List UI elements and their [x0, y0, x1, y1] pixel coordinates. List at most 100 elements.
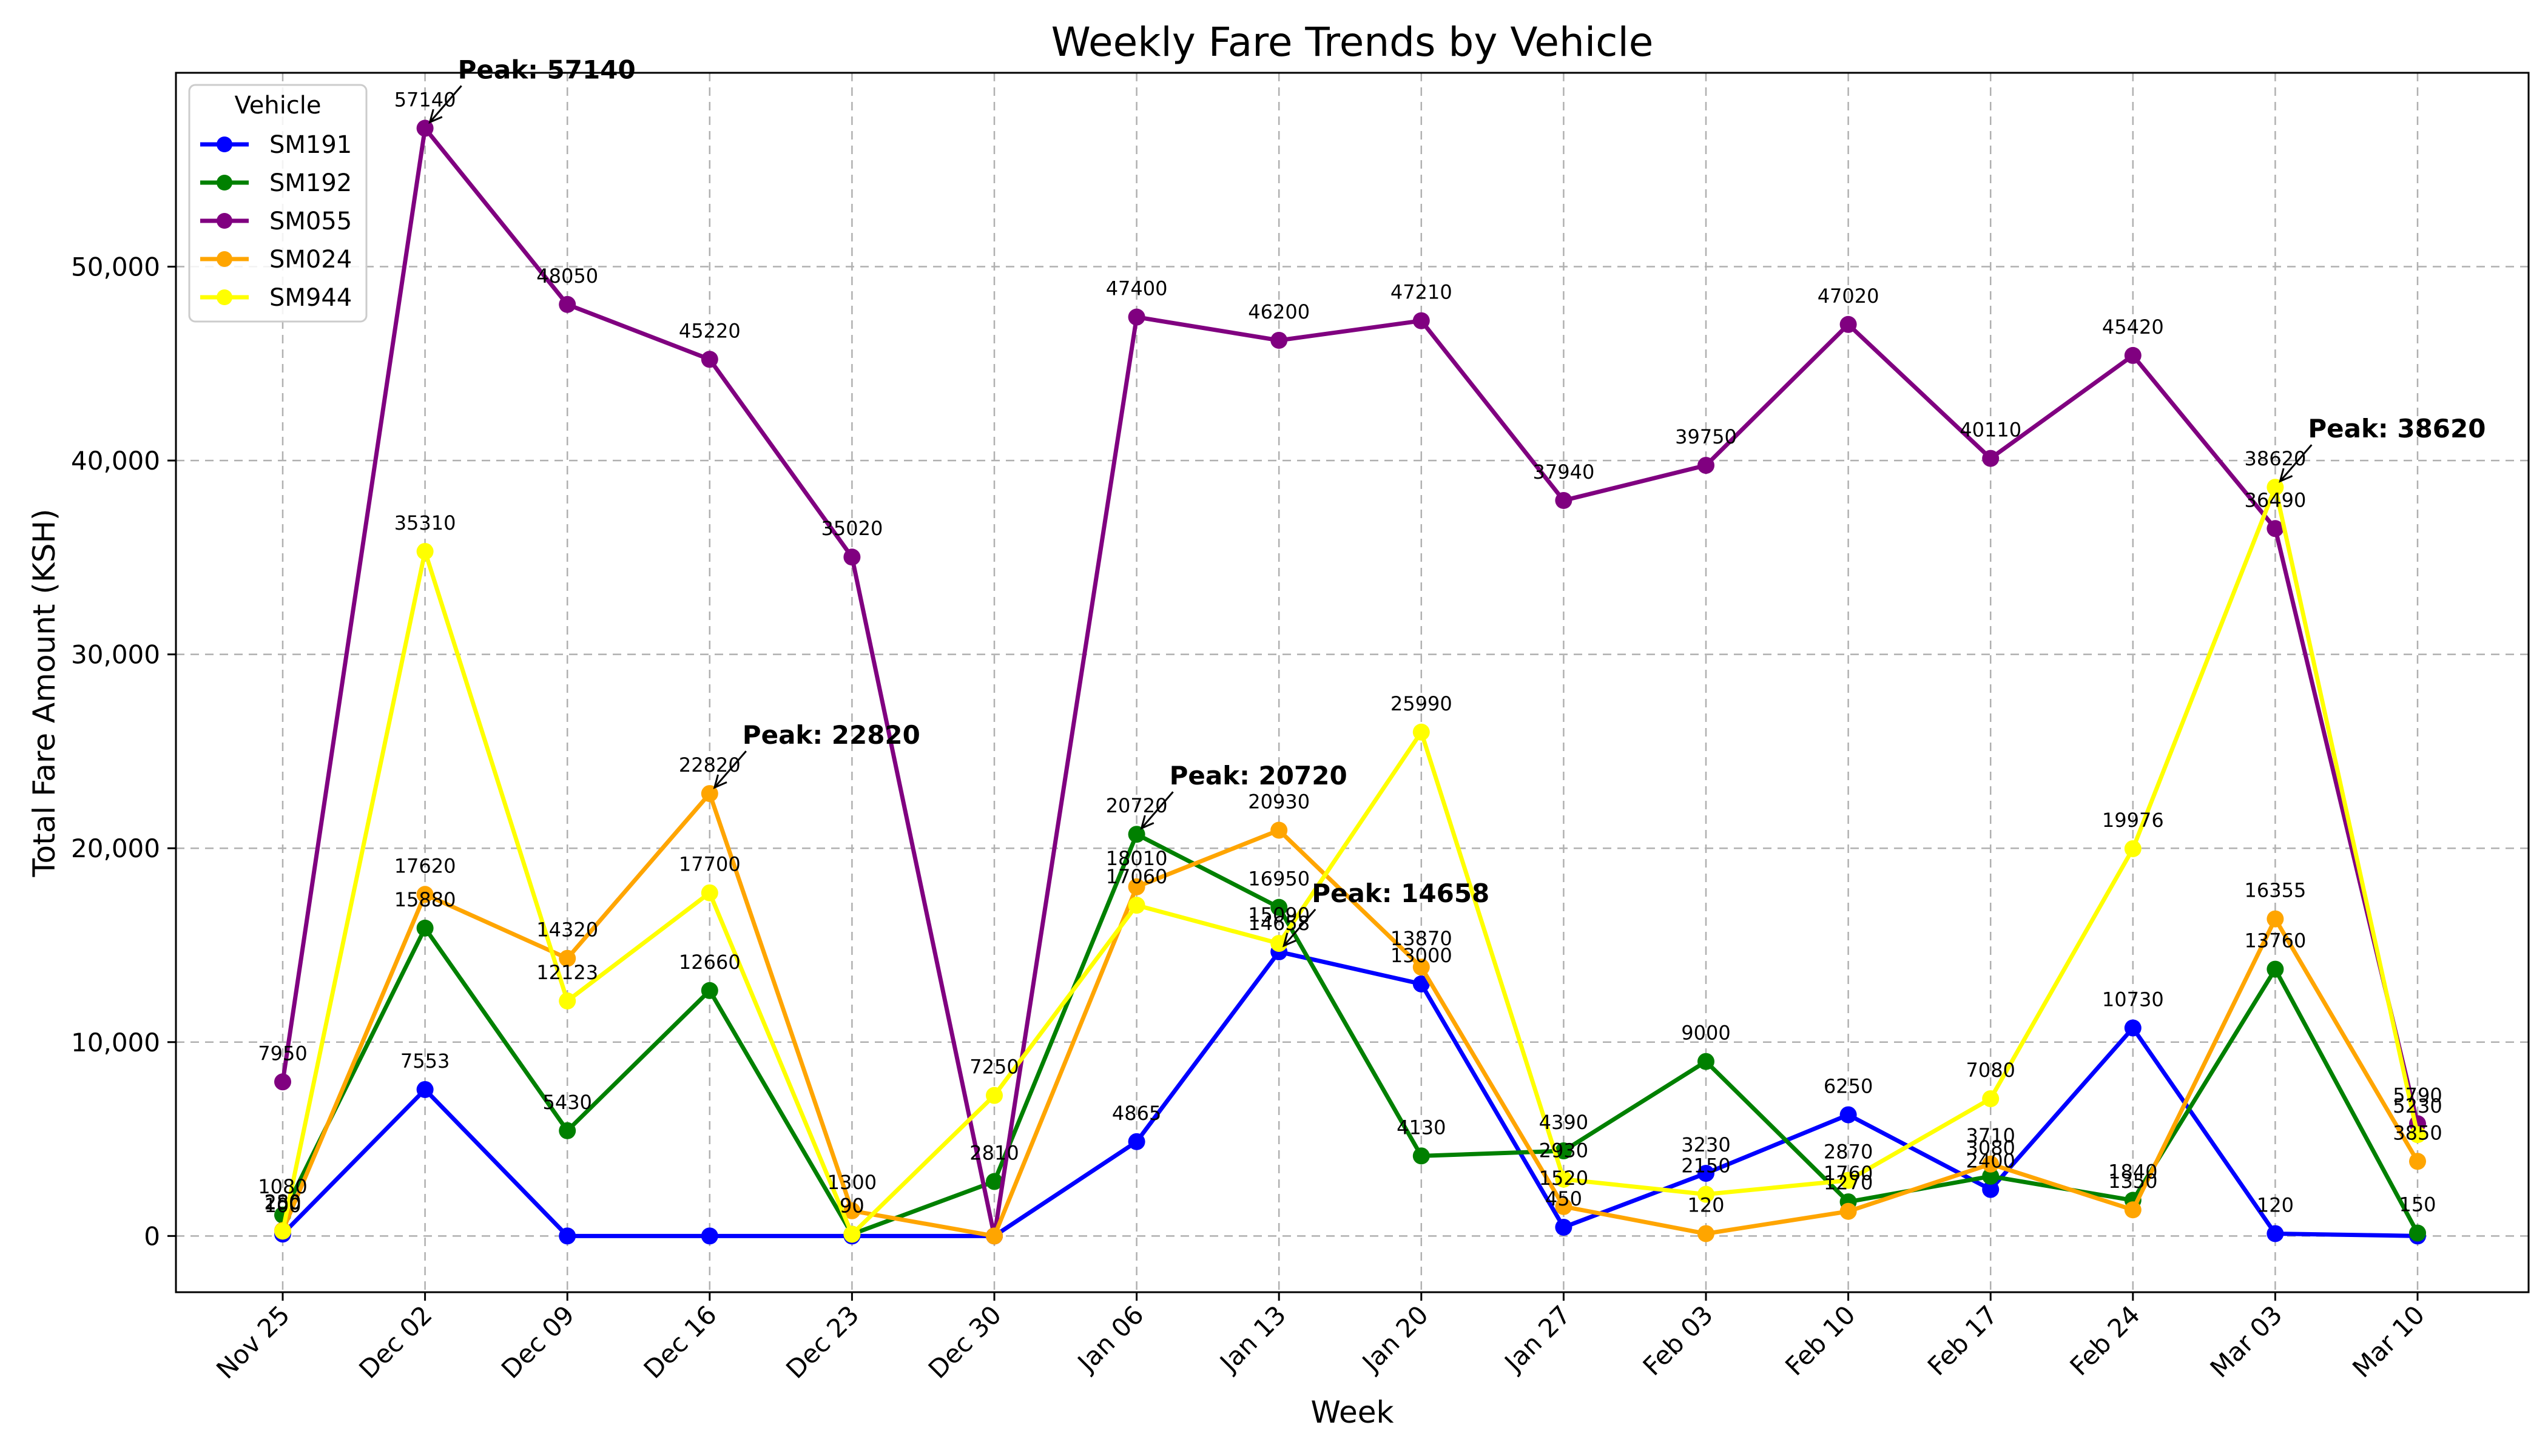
plot-frame: [175, 72, 2530, 1293]
data-label: 40110: [1960, 419, 2021, 442]
data-point: [274, 1222, 291, 1240]
annotation-arrowhead: [428, 109, 443, 124]
series-sm944: [274, 479, 2426, 1243]
annotation-arrowhead: [713, 774, 727, 789]
data-point: [1839, 1202, 1857, 1220]
data-point: [1555, 1170, 1572, 1188]
legend-marker: [217, 136, 232, 152]
legend-label: SM024: [269, 246, 352, 274]
data-label: 1840: [2108, 1161, 2157, 1184]
data-label: 45420: [2102, 315, 2164, 339]
data-point: [2124, 1201, 2142, 1219]
series-layer: [274, 120, 2426, 1245]
data-label: 2870: [1824, 1141, 1873, 1164]
legend-marker: [217, 289, 232, 305]
y-tick-label: 0: [144, 1221, 160, 1251]
data-point: [701, 785, 718, 803]
data-point: [1412, 312, 1430, 329]
data-point: [1555, 1218, 1572, 1236]
data-label: 7080: [1966, 1059, 2015, 1082]
data-point: [1128, 308, 1145, 326]
data-label: 6250: [1824, 1075, 1873, 1098]
legend-item-sm192: SM192: [200, 169, 352, 197]
data-label: 10730: [2102, 988, 2164, 1011]
data-label: 22820: [679, 753, 741, 777]
data-label: 37940: [1533, 460, 1595, 484]
data-point: [1270, 821, 1288, 839]
data-point: [1697, 1185, 1714, 1203]
data-point: [1412, 1147, 1430, 1165]
legend-label: SM191: [269, 131, 352, 159]
data-point: [1128, 897, 1145, 914]
data-label: 90: [840, 1194, 864, 1217]
data-label: 2930: [1539, 1139, 1588, 1162]
data-point: [2267, 479, 2284, 496]
legend-item-sm024: SM024: [200, 246, 352, 274]
data-label: 14320: [536, 918, 598, 942]
data-label: 4130: [1397, 1116, 1446, 1139]
data-label: 39750: [1675, 425, 1737, 448]
annotation-arrow: [1283, 908, 1316, 946]
data-label: 150: [2399, 1193, 2436, 1216]
data-label-layer: 100 7553 4865 14658 13000 450 3230 6250 2400 1073…: [258, 88, 2442, 1217]
annotation-arrowhead: [1140, 815, 1154, 830]
data-label: 35020: [821, 517, 883, 540]
data-label: 1350: [2108, 1170, 2157, 1193]
x-tick-label: Dec 16: [638, 1299, 723, 1384]
data-point: [1697, 1053, 1714, 1070]
y-tick-label: 50,000: [71, 252, 160, 282]
data-label: 19976: [2102, 809, 2164, 832]
series-sm024: [274, 785, 2426, 1245]
peak-label: Peak: 38620: [2308, 414, 2486, 443]
annotation-arrowhead: [1282, 932, 1296, 948]
data-label: 2810: [969, 1142, 1019, 1165]
data-label: 57140: [394, 88, 456, 111]
x-tick-label: Feb 03: [1637, 1299, 1719, 1381]
data-label: 13760: [2245, 929, 2307, 952]
data-point: [1555, 491, 1572, 509]
data-point: [416, 120, 434, 137]
data-label: 3850: [2393, 1121, 2442, 1144]
data-label: 13000: [1390, 944, 1452, 967]
data-point: [1982, 1090, 2000, 1108]
legend-label: SM055: [269, 207, 352, 235]
data-point: [1128, 878, 1145, 895]
data-label: 120: [1687, 1193, 1724, 1216]
peak-label: Peak: 22820: [743, 720, 920, 750]
data-label: 47400: [1106, 277, 1168, 300]
data-label: 7553: [400, 1050, 450, 1073]
data-label: 1300: [827, 1171, 877, 1194]
data-label: 7950: [258, 1042, 307, 1065]
data-point: [1555, 1198, 1572, 1215]
data-point: [1128, 826, 1145, 843]
data-label: 16950: [1248, 868, 1310, 891]
legend-marker: [217, 251, 232, 267]
data-point: [416, 542, 434, 560]
legend-item-sm055: SM055: [200, 207, 352, 235]
data-label: 5430: [542, 1091, 592, 1114]
data-label: 20720: [1106, 794, 1168, 817]
peak-annotation: Peak: 22820: [713, 720, 920, 789]
data-point: [1412, 723, 1430, 741]
x-tick-label: Jan 20: [1355, 1299, 1434, 1378]
series-sm192: [274, 826, 2426, 1243]
data-label: 100: [264, 1194, 301, 1217]
data-label: 48050: [536, 265, 598, 288]
data-point: [2409, 1126, 2426, 1144]
data-point: [1697, 1165, 1714, 1182]
data-label: 2400: [1966, 1150, 2015, 1173]
data-point: [986, 1227, 1003, 1245]
data-point: [416, 886, 434, 903]
data-label: 18010: [1106, 847, 1168, 870]
data-label: 47210: [1390, 281, 1452, 304]
data-point: [274, 1073, 291, 1091]
annotation-arrow: [1141, 791, 1174, 829]
data-point: [559, 295, 576, 313]
legend-items: SM191 SM192 SM055 SM024 SM944: [200, 131, 352, 312]
data-label: 1080: [258, 1175, 307, 1198]
y-tick-label: 10,000: [71, 1028, 160, 1057]
peak-annotation: Peak: 14658: [1282, 878, 1489, 948]
x-tick-label: Feb 17: [1922, 1299, 2003, 1381]
peak-annotation: Peak: 20720: [1140, 761, 1347, 830]
